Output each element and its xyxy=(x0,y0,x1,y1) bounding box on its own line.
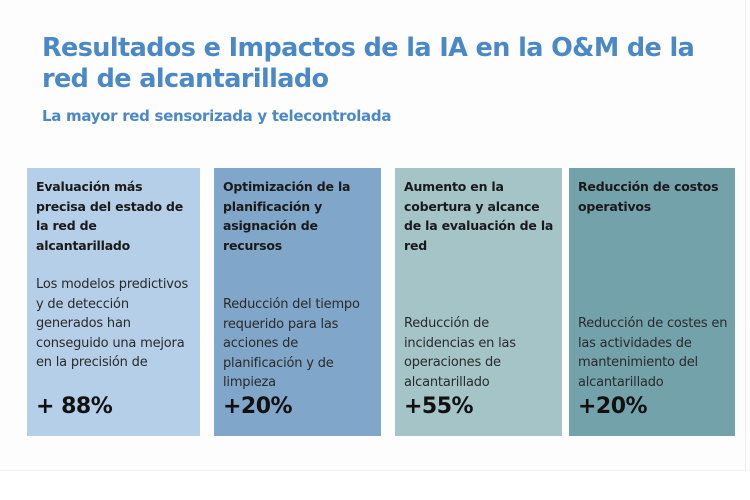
card-description: Reducción del tiempo requerido para las … xyxy=(223,297,360,390)
card-heading: Evaluación más precisa del estado de la … xyxy=(36,179,184,253)
card-value: +20% xyxy=(578,394,648,419)
impact-card-costs: Reducción de costos operativos Reducción… xyxy=(569,168,735,436)
card-value: +55% xyxy=(404,394,474,419)
page-subtitle: La mayor red sensorizada y telecontrolad… xyxy=(42,107,392,125)
impact-card-planning: Optimización de la planificación y asign… xyxy=(214,168,381,436)
card-value: +20% xyxy=(223,394,293,419)
card-heading: Reducción de costos operativos xyxy=(578,179,719,214)
slide-frame: Resultados e Impactos de la IA en la O&M… xyxy=(0,0,746,471)
card-description: Los modelos predictivos y de detección g… xyxy=(36,277,189,370)
card-heading: Optimización de la planificación y asign… xyxy=(223,179,351,253)
page-title: Resultados e Impactos de la IA en la O&M… xyxy=(42,33,695,94)
card-value: + 88% xyxy=(36,394,113,419)
impact-card-coverage: Aumento en la cobertura y alcance de la … xyxy=(395,168,562,436)
card-description: Reducción de costes en las actividades d… xyxy=(578,316,728,390)
card-description: Reducción de incidencias en las operacio… xyxy=(404,316,516,390)
card-heading: Aumento en la cobertura y alcance de la … xyxy=(404,179,554,253)
impact-card-accuracy: Evaluación más precisa del estado de la … xyxy=(27,168,200,436)
